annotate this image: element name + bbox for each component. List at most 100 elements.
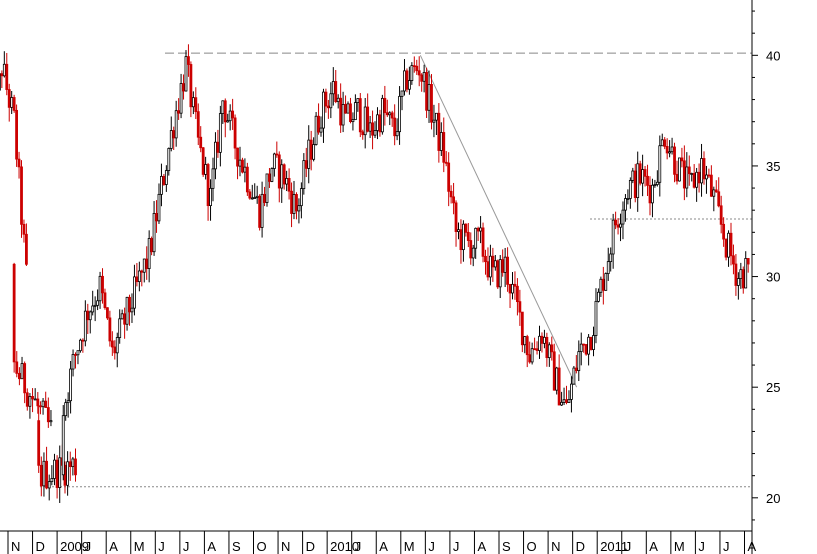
candle-body: [130, 307, 134, 313]
x-tick-label: A: [109, 539, 118, 554]
candle-body: [376, 114, 379, 131]
candle-body: [412, 65, 416, 68]
candle-body: [486, 261, 490, 278]
candle-body: [17, 372, 21, 380]
candle-body: [341, 104, 345, 126]
candle-body: [317, 115, 320, 133]
candle-body: [214, 141, 217, 170]
candle-body: [108, 317, 112, 342]
x-tick-label: J: [158, 539, 165, 554]
candle-body: [648, 184, 652, 204]
candle-body: [0, 73, 4, 77]
candle-body: [690, 173, 694, 175]
candle-body: [20, 363, 24, 380]
candle-body: [184, 56, 188, 92]
candle-body: [685, 166, 689, 189]
candle-body: [231, 110, 235, 119]
candle-body: [466, 231, 470, 241]
x-tick-label: J: [428, 539, 435, 554]
x-tick-label: M: [404, 539, 415, 554]
trendlines: [419, 55, 578, 388]
candle-body: [481, 227, 485, 257]
candle-body: [81, 339, 85, 342]
candle-body: [44, 400, 48, 408]
candle-body: [199, 136, 203, 149]
candle-body: [169, 130, 173, 149]
candle-body: [179, 83, 183, 114]
candle-body: [734, 263, 738, 286]
candle-body: [285, 177, 289, 185]
candle-body: [407, 80, 411, 90]
candle-body: [258, 195, 262, 228]
candle-body: [55, 459, 59, 488]
x-tick-label: D: [306, 539, 315, 554]
candle-body: [462, 223, 465, 251]
candle-body: [287, 177, 291, 192]
candle-body: [353, 102, 357, 121]
candle-body: [447, 162, 451, 192]
candle-body: [12, 263, 16, 363]
candle-body: [442, 132, 446, 163]
candle-body: [103, 292, 107, 309]
x-tick-label: N: [551, 539, 560, 554]
candle-body: [599, 278, 603, 293]
candle-body: [393, 117, 397, 137]
candle-body: [243, 166, 247, 173]
candle-body: [10, 97, 14, 108]
candle-body: [501, 259, 505, 273]
candle-body: [344, 104, 347, 114]
candle-body: [28, 396, 32, 407]
candle-body: [606, 261, 610, 274]
candle-body: [25, 392, 29, 407]
x-tick-label: S: [232, 539, 241, 554]
candle-body: [474, 227, 478, 249]
candle-body: [96, 300, 100, 306]
candle-body: [53, 459, 56, 479]
candle-body: [233, 117, 237, 149]
candle-body: [439, 132, 443, 151]
candle-body: [245, 166, 249, 193]
candle-body: [236, 147, 239, 167]
candle-body: [729, 232, 733, 257]
candle-body: [604, 273, 608, 291]
candle-body: [746, 258, 750, 265]
candle-body: [513, 283, 517, 287]
candle-body: [540, 335, 544, 344]
candle-body: [670, 146, 674, 153]
candle-body: [434, 112, 438, 121]
candle-body: [616, 224, 620, 228]
candle-body: [346, 103, 350, 114]
candle-body: [518, 301, 522, 313]
candle-body: [226, 120, 230, 123]
candle-body: [506, 256, 509, 285]
candle-body: [201, 147, 205, 175]
candle-body: [282, 164, 286, 185]
candle-body: [457, 229, 460, 232]
candle-body: [469, 240, 473, 259]
candle-body: [420, 74, 424, 82]
candle-body: [211, 168, 215, 189]
candle-body: [304, 160, 308, 169]
candle-body: [295, 194, 298, 212]
candle-body: [597, 291, 600, 302]
candle-body: [437, 112, 441, 151]
candle-body: [68, 461, 72, 468]
candle-body: [150, 238, 154, 253]
candle-body: [687, 166, 691, 175]
candle-body: [601, 278, 605, 291]
candle-body: [191, 97, 195, 108]
x-tick-label: A: [649, 539, 658, 554]
candle-body: [329, 93, 333, 109]
y-tick-label: 20: [766, 491, 780, 506]
candle-body: [363, 106, 367, 136]
candle-body: [46, 407, 50, 423]
x-tick-label: N: [281, 539, 290, 554]
candle-body: [547, 344, 551, 359]
x-tick-label: A: [477, 539, 486, 554]
candle-body: [425, 72, 428, 111]
x-tick-label: J: [183, 539, 190, 554]
x-tick-label: N: [11, 539, 20, 554]
candle-body: [297, 205, 301, 212]
candle-body: [290, 190, 293, 214]
candle-body: [31, 396, 34, 400]
